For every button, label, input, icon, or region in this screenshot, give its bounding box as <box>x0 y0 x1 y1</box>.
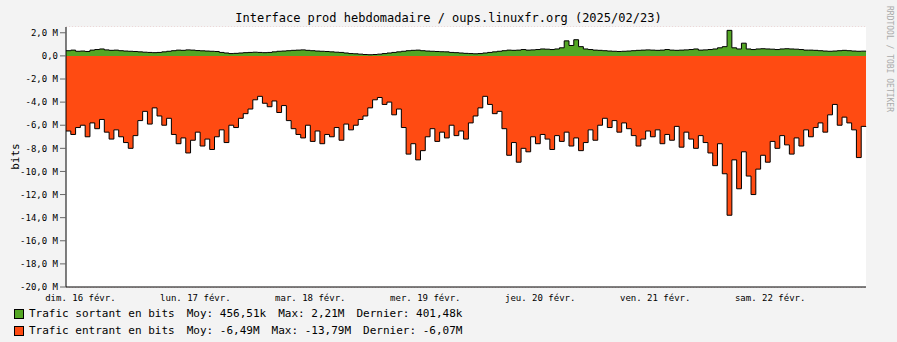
html-text:Max: -13,79M: Max: -13,79M <box>271 324 351 337</box>
svg-text:dim. 16 févr.: dim. 16 févr. <box>45 293 115 303</box>
svg-text:2,0 M: 2,0 M <box>31 28 59 38</box>
svg-text:mar. 18 févr.: mar. 18 févr. <box>275 293 345 303</box>
svg-text:jeu. 20 févr.: jeu. 20 févr. <box>505 293 575 303</box>
svg-text:-18,0 M: -18,0 M <box>20 259 59 269</box>
html-text:Trafic sortant en bits: Trafic sortant en bits <box>29 307 175 320</box>
svg-text:lun. 17 févr.: lun. 17 févr. <box>160 293 230 303</box>
svg-text:-12,0 M: -12,0 M <box>20 190 59 200</box>
html-text:Moy: 456,51k: Moy: 456,51k <box>186 307 267 320</box>
svg-text:-10,0 M: -10,0 M <box>20 167 59 177</box>
html-text:bits: bits <box>8 143 22 170</box>
svg-text:-4,0 M: -4,0 M <box>25 97 58 107</box>
svg-text:-2,0 M: -2,0 M <box>25 74 58 84</box>
svg-text:ven. 21 févr.: ven. 21 févr. <box>620 293 690 303</box>
svg-text:-8,0 M: -8,0 M <box>25 144 58 154</box>
svg-text:-20,0 M: -20,0 M <box>20 282 59 292</box>
svg-text:mer. 19 févr.: mer. 19 févr. <box>390 293 460 303</box>
svg-text:-14,0 M: -14,0 M <box>20 213 59 223</box>
html-text:Max: 2,21M: Max: 2,21M <box>278 307 345 320</box>
html-text:Dernier: -6,07M: Dernier: -6,07M <box>363 324 463 337</box>
svg-text:0,0: 0,0 <box>42 51 58 61</box>
html-text:RRDTOOL / TOBI OETIKER: RRDTOOL / TOBI OETIKER <box>885 6 894 112</box>
svg-text:-6,0 M: -6,0 M <box>25 120 58 130</box>
svg-text:-16,0 M: -16,0 M <box>20 236 59 246</box>
html-text:Dernier: 401,48k: Dernier: 401,48k <box>356 307 463 320</box>
html-text:Interface prod hebdomadaire /: Interface prod hebdomadaire / oups.linux… <box>235 11 662 25</box>
svg-text:sam. 22 févr.: sam. 22 févr. <box>735 293 805 303</box>
html-text:Trafic entrant en bits: Trafic entrant en bits <box>29 324 175 337</box>
html-text:Moy: -6,49M: Moy: -6,49M <box>186 324 260 337</box>
